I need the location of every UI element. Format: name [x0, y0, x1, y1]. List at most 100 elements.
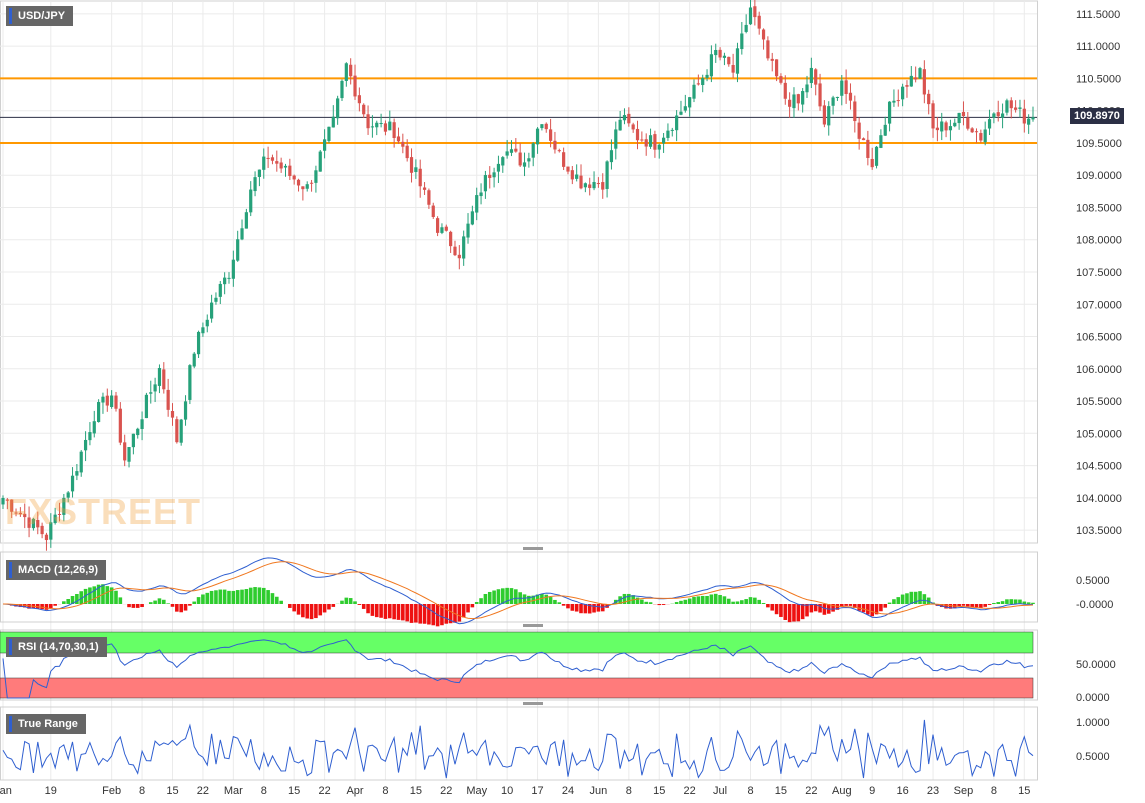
- candle-body: [705, 74, 709, 78]
- macd-histogram-bar: [40, 604, 44, 610]
- candle-body: [327, 126, 331, 141]
- candle-body: [757, 15, 761, 29]
- macd-histogram-bar: [192, 601, 197, 604]
- candle-body: [744, 24, 748, 32]
- macd-histogram-bar: [218, 589, 223, 604]
- macd-histogram-bar: [622, 593, 627, 604]
- candle-body: [162, 369, 166, 390]
- macd-histogram-bar: [162, 599, 166, 604]
- macd-histogram-bar: [35, 604, 40, 609]
- macd-histogram-bar: [448, 604, 453, 624]
- macd-histogram-bar: [635, 597, 640, 604]
- macd-histogram-bar: [718, 594, 722, 604]
- true-range-resize-handle: [523, 702, 543, 705]
- candle-body: [10, 499, 14, 512]
- price-tick-label: 106.5000: [1076, 332, 1122, 344]
- candle-body: [896, 100, 900, 102]
- candle-body: [766, 40, 770, 59]
- candle-body: [349, 64, 353, 77]
- candle-body: [935, 127, 939, 131]
- macd-histogram-bar: [396, 604, 401, 620]
- candle-body: [518, 152, 522, 166]
- candle-body: [605, 161, 609, 189]
- price-tick-label: 111.5000: [1076, 9, 1120, 21]
- candle-body: [70, 475, 75, 492]
- candle-body: [279, 162, 283, 169]
- macd-histogram-bar: [783, 604, 788, 620]
- candle-body: [401, 141, 405, 147]
- candle-body: [827, 106, 831, 126]
- macd-histogram-bar: [153, 600, 157, 604]
- macd-histogram-bar: [761, 602, 766, 604]
- candle-body: [970, 128, 974, 133]
- macd-histogram-bar: [787, 604, 792, 623]
- macd-histogram-bar: [261, 587, 266, 604]
- candle-body: [548, 129, 553, 141]
- macd-histogram-bar: [118, 597, 123, 604]
- candle-body: [592, 182, 596, 189]
- macd-histogram-bar: [479, 598, 483, 604]
- candle-body: [701, 78, 705, 86]
- candle-body: [149, 392, 153, 394]
- candle-body: [927, 93, 931, 105]
- macd-histogram-bar: [996, 602, 1001, 604]
- date-tick-label: Sep: [954, 785, 974, 797]
- date-tick-label: 8: [991, 785, 997, 797]
- macd-histogram-bar: [779, 604, 783, 617]
- macd-histogram-bar: [1031, 602, 1035, 604]
- candle-body: [444, 226, 448, 231]
- candle-body: [883, 124, 887, 136]
- candle-body: [127, 447, 131, 462]
- macd-histogram-bar: [431, 604, 436, 626]
- macd-histogram-bar: [470, 604, 475, 608]
- candle-body: [596, 183, 601, 185]
- macd-tick-label: -0.0000: [1076, 599, 1113, 611]
- macd-histogram-bar: [913, 591, 918, 604]
- price-tick-label: 105.5000: [1076, 396, 1122, 408]
- macd-histogram-bar: [461, 604, 466, 618]
- candle-body: [761, 29, 766, 40]
- macd-histogram-bar: [62, 601, 66, 604]
- macd-histogram-bar: [848, 604, 853, 606]
- watermark: FXSTREET: [5, 491, 202, 532]
- macd-histogram-bar: [353, 601, 357, 604]
- macd-histogram-bar: [201, 594, 205, 604]
- macd-histogram-bar: [53, 604, 57, 606]
- candle-body: [774, 59, 779, 77]
- candle-body: [218, 283, 222, 297]
- candle-body: [957, 112, 961, 124]
- candle-body: [814, 69, 818, 85]
- candle-body: [579, 175, 583, 189]
- macd-histogram-bar: [474, 601, 479, 604]
- macd-histogram-bar: [774, 604, 779, 615]
- macd-histogram-bar: [370, 604, 375, 616]
- macd-histogram-bar: [509, 588, 514, 604]
- candle-body: [488, 174, 492, 178]
- macd-tick-label: 0.5000: [1076, 575, 1110, 587]
- date-tick-label: 8: [139, 785, 145, 797]
- date-tick-label: Apr: [346, 785, 363, 797]
- macd-histogram-bar: [692, 596, 696, 604]
- macd-histogram-bar: [1005, 599, 1009, 604]
- candle-body: [1005, 100, 1009, 113]
- macd-histogram-bar: [696, 596, 701, 604]
- date-tick-label: 15: [653, 785, 665, 797]
- price-tick-label: 103.5000: [1076, 525, 1122, 537]
- macd-histogram-bar: [1022, 601, 1027, 604]
- candle-body: [288, 165, 292, 177]
- candle-body: [505, 151, 509, 156]
- candle-body: [1027, 118, 1031, 125]
- candle-body: [31, 518, 36, 529]
- candle-body: [83, 439, 88, 451]
- candle-body: [996, 112, 1000, 117]
- candle-body: [462, 236, 466, 259]
- macd-histogram-bar: [222, 589, 227, 604]
- candle-body: [188, 365, 192, 400]
- macd-resize-handle: [523, 547, 543, 550]
- macd-histogram-bar: [205, 592, 210, 604]
- price-tick-label: 108.0000: [1076, 235, 1122, 247]
- macd-histogram-bar: [444, 604, 449, 624]
- candle-body: [570, 170, 574, 180]
- macd-histogram-bar: [683, 599, 688, 604]
